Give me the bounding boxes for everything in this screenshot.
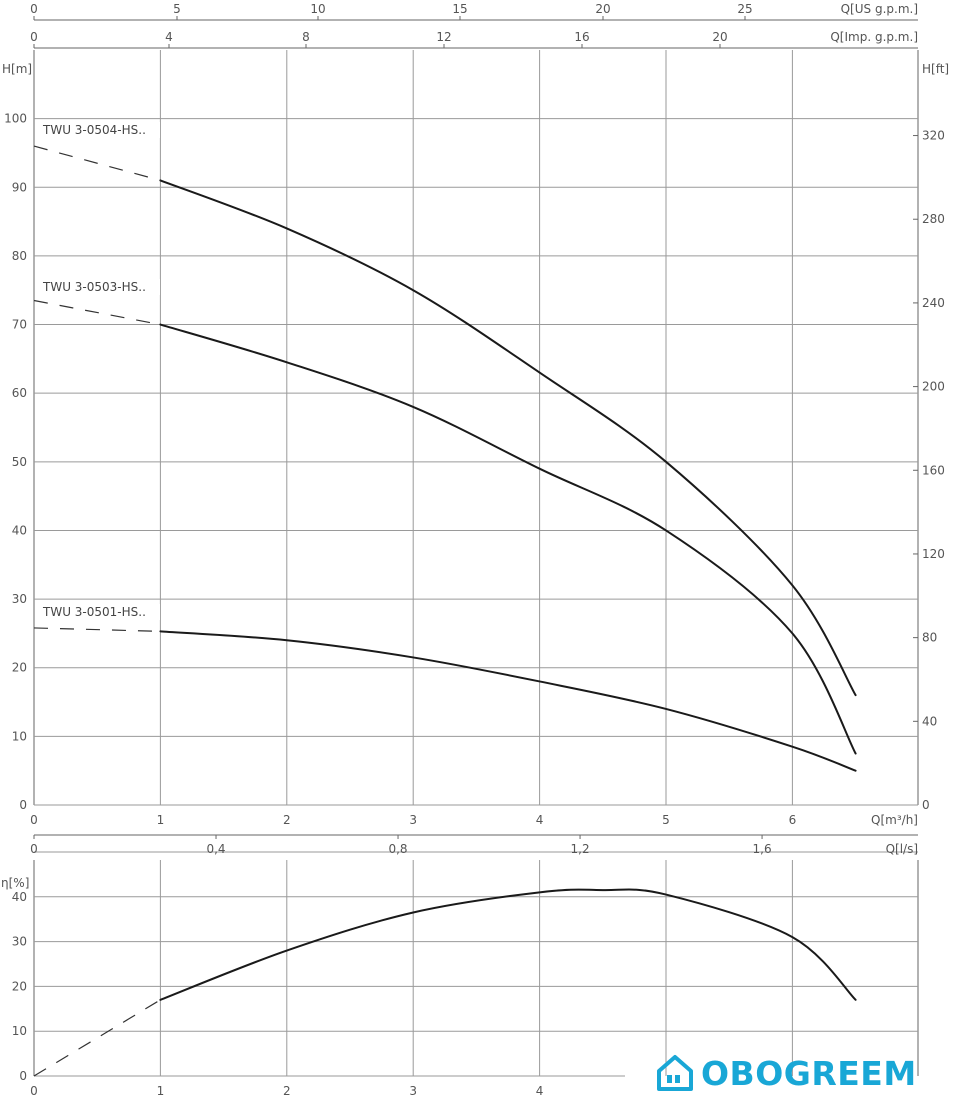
head-ft-tick-label: 240	[922, 296, 945, 310]
head-curve	[159, 630, 857, 772]
eff-x-tick-label: 0	[30, 1084, 38, 1098]
head-ft-tick-label: 80	[922, 631, 937, 645]
head-y-tick-label: 70	[12, 318, 27, 332]
imp-gpm-tick-label: 12	[436, 30, 451, 44]
efficiency-curve-dashed-extension	[33, 999, 161, 1077]
curve-label-background	[40, 122, 160, 138]
eff-y-tick-label: 20	[12, 979, 27, 993]
eff-y-tick-label: 10	[12, 1024, 27, 1038]
us-gpm-tick-label: 25	[737, 2, 752, 16]
head-y-tick-label: 90	[12, 180, 27, 194]
imp-gpm-tick-label: 8	[302, 30, 310, 44]
lps-axis-label: Q[l/s]	[886, 842, 918, 856]
head-curve-dashed-extension	[33, 145, 161, 181]
brand-logo: OBOGREEM	[655, 1053, 917, 1093]
imp-gpm-axis-label: Q[Imp. g.p.m.]	[830, 30, 918, 44]
lps-tick-label: 1,6	[753, 842, 772, 856]
head-x-tick-label: 5	[662, 813, 670, 827]
head-x-tick-label: 1	[157, 813, 165, 827]
efficiency-curve	[159, 888, 857, 1001]
imp-gpm-tick-label: 20	[712, 30, 727, 44]
us-gpm-tick-label: 10	[310, 2, 325, 16]
head-y-tick-label: 0	[19, 798, 27, 812]
head-x-tick-label: 2	[283, 813, 291, 827]
head-ft-tick-label: 200	[922, 380, 945, 394]
imp-gpm-tick-label: 16	[574, 30, 589, 44]
head-y-tick-label: 50	[12, 455, 27, 469]
eff-x-tick-label: 3	[409, 1084, 417, 1098]
eff-x-tick-label: 4	[536, 1084, 544, 1098]
head-y-axis-label: H[m]	[2, 62, 32, 76]
head-y-tick-label: 100	[4, 112, 27, 126]
eff-y-tick-label: 0	[19, 1069, 27, 1083]
head-x-tick-label: 4	[536, 813, 544, 827]
head-ft-tick-label: 120	[922, 547, 945, 561]
head-ft-tick-label: 0	[922, 798, 930, 812]
brand-name: OBOGREEM	[701, 1053, 917, 1093]
head-ft-tick-label: 320	[922, 129, 945, 143]
head-curve-dashed-extension	[33, 299, 161, 326]
us-gpm-tick-label: 0	[30, 2, 38, 16]
head-y-tick-label: 80	[12, 249, 27, 263]
head-x-tick-label: 6	[789, 813, 797, 827]
us-gpm-tick-label: 15	[452, 2, 467, 16]
head-x-tick-label: 0	[30, 813, 38, 827]
us-gpm-axis-label: Q[US g.p.m.]	[841, 2, 918, 16]
curve-label-background	[40, 279, 160, 295]
head-y-tick-label: 10	[12, 729, 27, 743]
head-curve	[159, 323, 857, 755]
us-gpm-tick-label: 20	[595, 2, 610, 16]
head-ft-axis-label: H[ft]	[922, 62, 949, 76]
us-gpm-tick-label: 5	[173, 2, 181, 16]
lps-tick-label: 1,2	[571, 842, 590, 856]
head-curve-dashed-extension	[33, 627, 161, 632]
head-y-tick-label: 40	[12, 523, 27, 537]
imp-gpm-tick-label: 0	[30, 30, 38, 44]
curve-label: TWU 3-0504-HS..	[42, 123, 146, 137]
head-curve	[159, 179, 857, 697]
head-y-tick-label: 20	[12, 661, 27, 675]
head-y-tick-label: 60	[12, 386, 27, 400]
curve-label: TWU 3-0503-HS..	[42, 280, 146, 294]
head-y-tick-label: 30	[12, 592, 27, 606]
curve-label: TWU 3-0501-HS..	[42, 605, 146, 619]
head-ft-tick-label: 40	[922, 714, 937, 728]
head-ft-tick-label: 280	[922, 212, 945, 226]
eff-y-tick-label: 40	[12, 890, 27, 904]
eff-y-tick-label: 30	[12, 935, 27, 949]
eff-y-axis-label: η[%]	[1, 876, 29, 890]
lps-tick-label: 0,4	[206, 842, 225, 856]
eff-x-tick-label: 1	[157, 1084, 165, 1098]
imp-gpm-tick-label: 4	[165, 30, 173, 44]
lps-tick-label: 0,8	[388, 842, 407, 856]
lps-tick-label: 0	[30, 842, 38, 856]
curve-label-background	[40, 604, 160, 620]
head-ft-tick-label: 160	[922, 463, 945, 477]
house-icon	[657, 1055, 693, 1091]
head-x-tick-label: 3	[409, 813, 417, 827]
head-x-axis-label: Q[m³/h]	[871, 813, 918, 827]
eff-x-tick-label: 2	[283, 1084, 291, 1098]
